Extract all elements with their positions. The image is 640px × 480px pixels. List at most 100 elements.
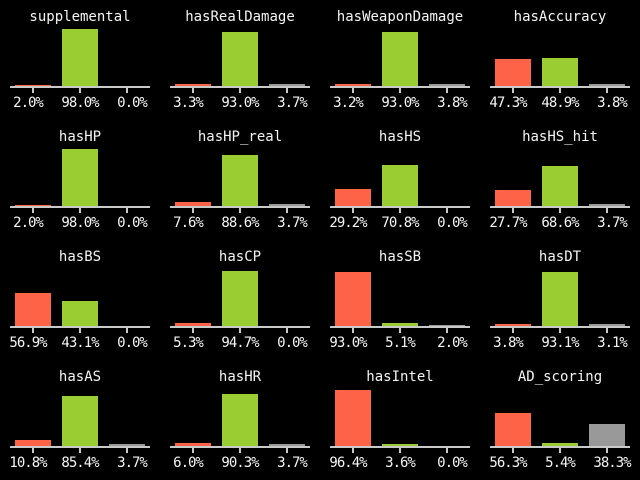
x-axis-labels: 6.0% 90.3% 3.7% [162,455,318,471]
bar-red [495,58,532,86]
plot-area [10,268,150,328]
x-axis-labels: 27.7% 68.6% 3.7% [482,215,638,231]
x-axis-labels: 3.2% 93.0% 3.8% [322,95,478,111]
plot-area [330,388,470,448]
plot-area [490,28,630,88]
bar-red [335,189,372,206]
x-axis-ticks [10,328,150,333]
bar-value-label: 94.7% [221,335,259,351]
plot-area [330,268,470,328]
tick-mark [125,448,128,453]
bar-chart-cell: hasAccuracy 47.3% 48.9% 3.8% [480,0,640,120]
bar-value-label: 98.0% [61,95,99,111]
tick-mark [125,88,128,93]
plot-area [170,388,310,448]
bar-chart-cell: hasBS 56.9% 43.1% 0.0% [0,240,160,360]
tick-mark [285,448,288,453]
x-axis-ticks [170,448,310,453]
tick-mark [125,328,128,333]
bar-value-label: 0.0% [277,335,308,351]
bar-chart-cell: hasHS_hit 27.7% 68.6% 3.7% [480,120,640,240]
bar-chart-cell: AD_scoring 56.3% 5.4% 38.3% [480,360,640,480]
x-axis-ticks [490,448,630,453]
tick-mark [512,328,515,333]
bar-chart-cell: hasIntel 96.4% 3.6% 0.0% [320,360,480,480]
tick-mark [32,88,35,93]
tick-mark [605,448,608,453]
bar-red [495,189,532,206]
tick-mark [445,208,448,213]
bar-value-label: 5.1% [385,335,416,351]
bar-value-label: 3.8% [437,95,468,111]
bar-red [15,293,52,326]
bar-green [222,393,258,446]
chart-title: hasRealDamage [185,9,295,25]
bar-green [542,272,578,326]
tick-mark [512,88,515,93]
tick-mark [399,328,401,333]
x-axis-labels: 3.3% 93.0% 3.7% [162,95,318,111]
bar-chart-cell: hasWeaponDamage 3.2% 93.0% 3.8% [320,0,480,120]
bar-gray [108,443,145,446]
bar-value-label: 3.8% [493,335,524,351]
x-axis-labels: 47.3% 48.9% 3.8% [482,95,638,111]
tick-mark [79,88,81,93]
tick-mark [559,88,561,93]
bar-green [382,443,418,446]
bar-value-label: 93.0% [381,95,419,111]
bar-value-label: 0.0% [117,335,148,351]
bar-green [382,32,418,86]
plot-area [170,148,310,208]
bar-value-label: 27.7% [489,215,527,231]
tick-mark [32,208,35,213]
bar-gray [268,443,305,446]
bar-chart-cell: hasHP_real 7.6% 88.6% 3.7% [160,120,320,240]
chart-title: hasHP_real [197,129,283,145]
bar-value-label: 56.9% [9,335,47,351]
bar-gray [588,324,625,326]
bar-green [62,396,98,446]
tick-mark [605,208,608,213]
bar-value-label: 0.0% [437,455,468,471]
tick-mark [285,208,288,213]
bar-value-label: 3.7% [277,215,308,231]
chart-title: hasWeaponDamage [336,9,464,25]
tick-mark [352,88,355,93]
bar-green [222,271,258,326]
bar-green [542,57,578,86]
bar-gray [268,203,305,206]
tick-mark [399,208,401,213]
bar-red [335,390,372,446]
chart-title: hasCP [218,249,262,265]
bar-value-label: 3.7% [277,95,308,111]
bar-green [62,29,98,86]
bar-value-label: 3.3% [173,95,204,111]
bar-gray [428,324,465,326]
chart-title: hasAccuracy [513,9,607,25]
x-axis-labels: 5.3% 94.7% 0.0% [162,335,318,351]
x-axis-ticks [170,88,310,93]
x-axis-labels: 3.8% 93.1% 3.1% [482,335,638,351]
tick-mark [352,328,355,333]
tick-mark [239,448,241,453]
chart-title: hasDT [538,249,582,265]
x-axis-ticks [170,208,310,213]
tick-mark [605,88,608,93]
chart-title: hasBS [58,249,102,265]
bar-red [175,322,212,326]
tick-mark [559,448,561,453]
x-axis-labels: 96.4% 3.6% 0.0% [322,455,478,471]
bar-value-label: 48.9% [541,95,579,111]
tick-mark [512,448,515,453]
bar-value-label: 3.1% [597,335,628,351]
x-axis-ticks [10,448,150,453]
bar-value-label: 96.4% [329,455,367,471]
bar-value-label: 7.6% [173,215,204,231]
bar-green [382,164,418,206]
x-axis-labels: 29.2% 70.8% 0.0% [322,215,478,231]
plot-area [10,28,150,88]
tick-mark [192,208,195,213]
bar-value-label: 3.7% [117,455,148,471]
tick-mark [32,448,35,453]
bar-red [175,84,212,86]
